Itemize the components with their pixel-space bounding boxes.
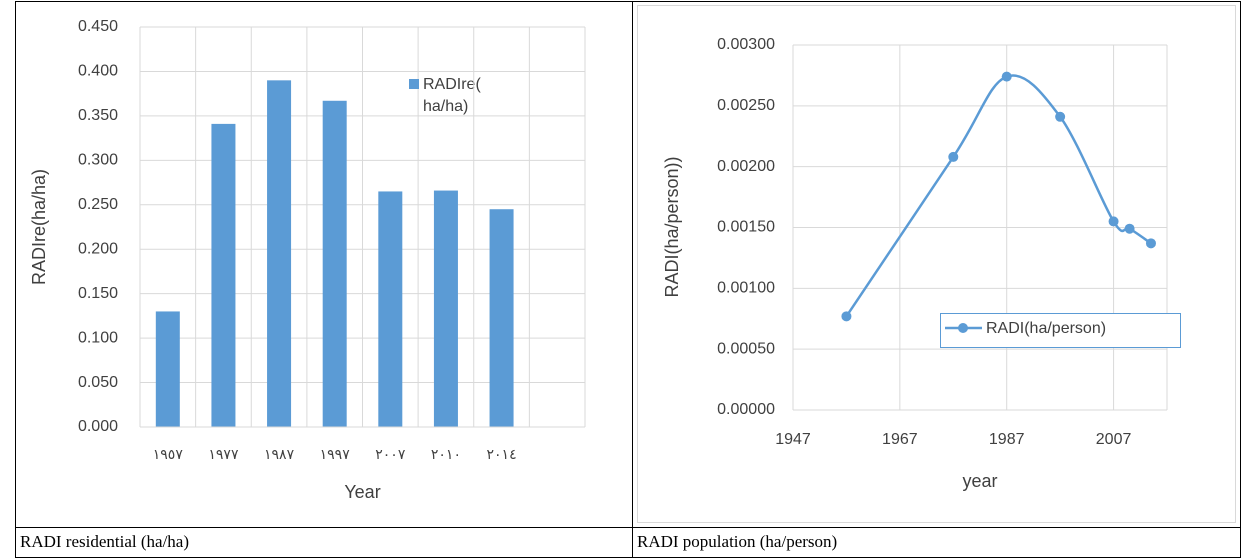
caption: RADI residential (ha/ha)	[20, 532, 189, 551]
x-tick-label: ١٩٧٧	[208, 447, 239, 463]
legend-label: RADI(ha/person)	[986, 320, 1106, 337]
marker	[1124, 223, 1135, 234]
x-tick-label: ١٩٩٧	[320, 447, 351, 463]
x-tick-label: ١٩٨٧	[264, 447, 295, 463]
y-tick-label: 0.250	[78, 196, 118, 213]
y-tick-label: 0.200	[78, 240, 118, 257]
y-tick-label: 0.00150	[717, 219, 775, 236]
bar	[267, 80, 292, 427]
marker	[948, 151, 959, 162]
bar	[322, 100, 347, 428]
marker	[1145, 238, 1156, 249]
caption: RADI population (ha/person)	[637, 532, 837, 551]
y-tick-label: 0.00200	[717, 158, 775, 175]
bar	[155, 311, 180, 427]
x-tick-label: 1987	[989, 431, 1025, 448]
legend-box	[940, 313, 1181, 348]
y-tick-label: 0.050	[78, 374, 118, 391]
y-axis-label: RADIre(ha/ha)	[29, 169, 49, 285]
bar	[489, 209, 514, 427]
y-tick-label: 0.00000	[717, 401, 775, 418]
y-tick-label: 0.150	[78, 285, 118, 302]
legend-swatch	[409, 79, 419, 89]
legend-marker	[958, 323, 968, 333]
marker	[841, 311, 852, 322]
x-axis-label: Year	[344, 482, 380, 502]
y-tick-label: 0.00250	[717, 97, 775, 114]
legend-text: RADIre( ha/ha)	[423, 76, 481, 115]
y-tick-label: 0.000	[78, 418, 118, 435]
y-tick-label: 0.00050	[717, 340, 775, 357]
marker	[1055, 111, 1066, 122]
legend-label: RADIre( ha/ha)	[423, 76, 481, 115]
bar	[433, 190, 458, 427]
marker	[1001, 71, 1012, 82]
y-tick-label: 0.450	[78, 18, 118, 35]
x-tick-label: 1967	[882, 431, 918, 448]
x-axis-label: year	[962, 471, 997, 491]
bar	[211, 123, 236, 427]
x-tick-label: ٢٠١٤	[487, 447, 517, 463]
y-tick-label: 0.100	[78, 329, 118, 346]
x-tick-label: ٢٠١٠	[431, 447, 461, 463]
x-tick-label: 1947	[775, 431, 811, 448]
table-borders	[15, 1, 1241, 558]
line	[845, 74, 1152, 318]
x-tick-label: ٢٠٠٧	[375, 447, 406, 463]
x-tick-label: 2007	[1096, 431, 1132, 448]
y-tick-label: 0.300	[78, 152, 118, 169]
y-tick-label: 0.350	[78, 107, 118, 124]
y-tick-label: 0.00300	[717, 36, 775, 53]
y-axis-label: RADI(ha/person))	[662, 156, 682, 297]
bar	[378, 191, 403, 427]
y-tick-label: 0.00100	[717, 280, 775, 297]
y-tick-label: 0.400	[78, 63, 118, 80]
marker	[1108, 216, 1119, 227]
x-tick-label: ١٩٥٧	[153, 447, 184, 463]
